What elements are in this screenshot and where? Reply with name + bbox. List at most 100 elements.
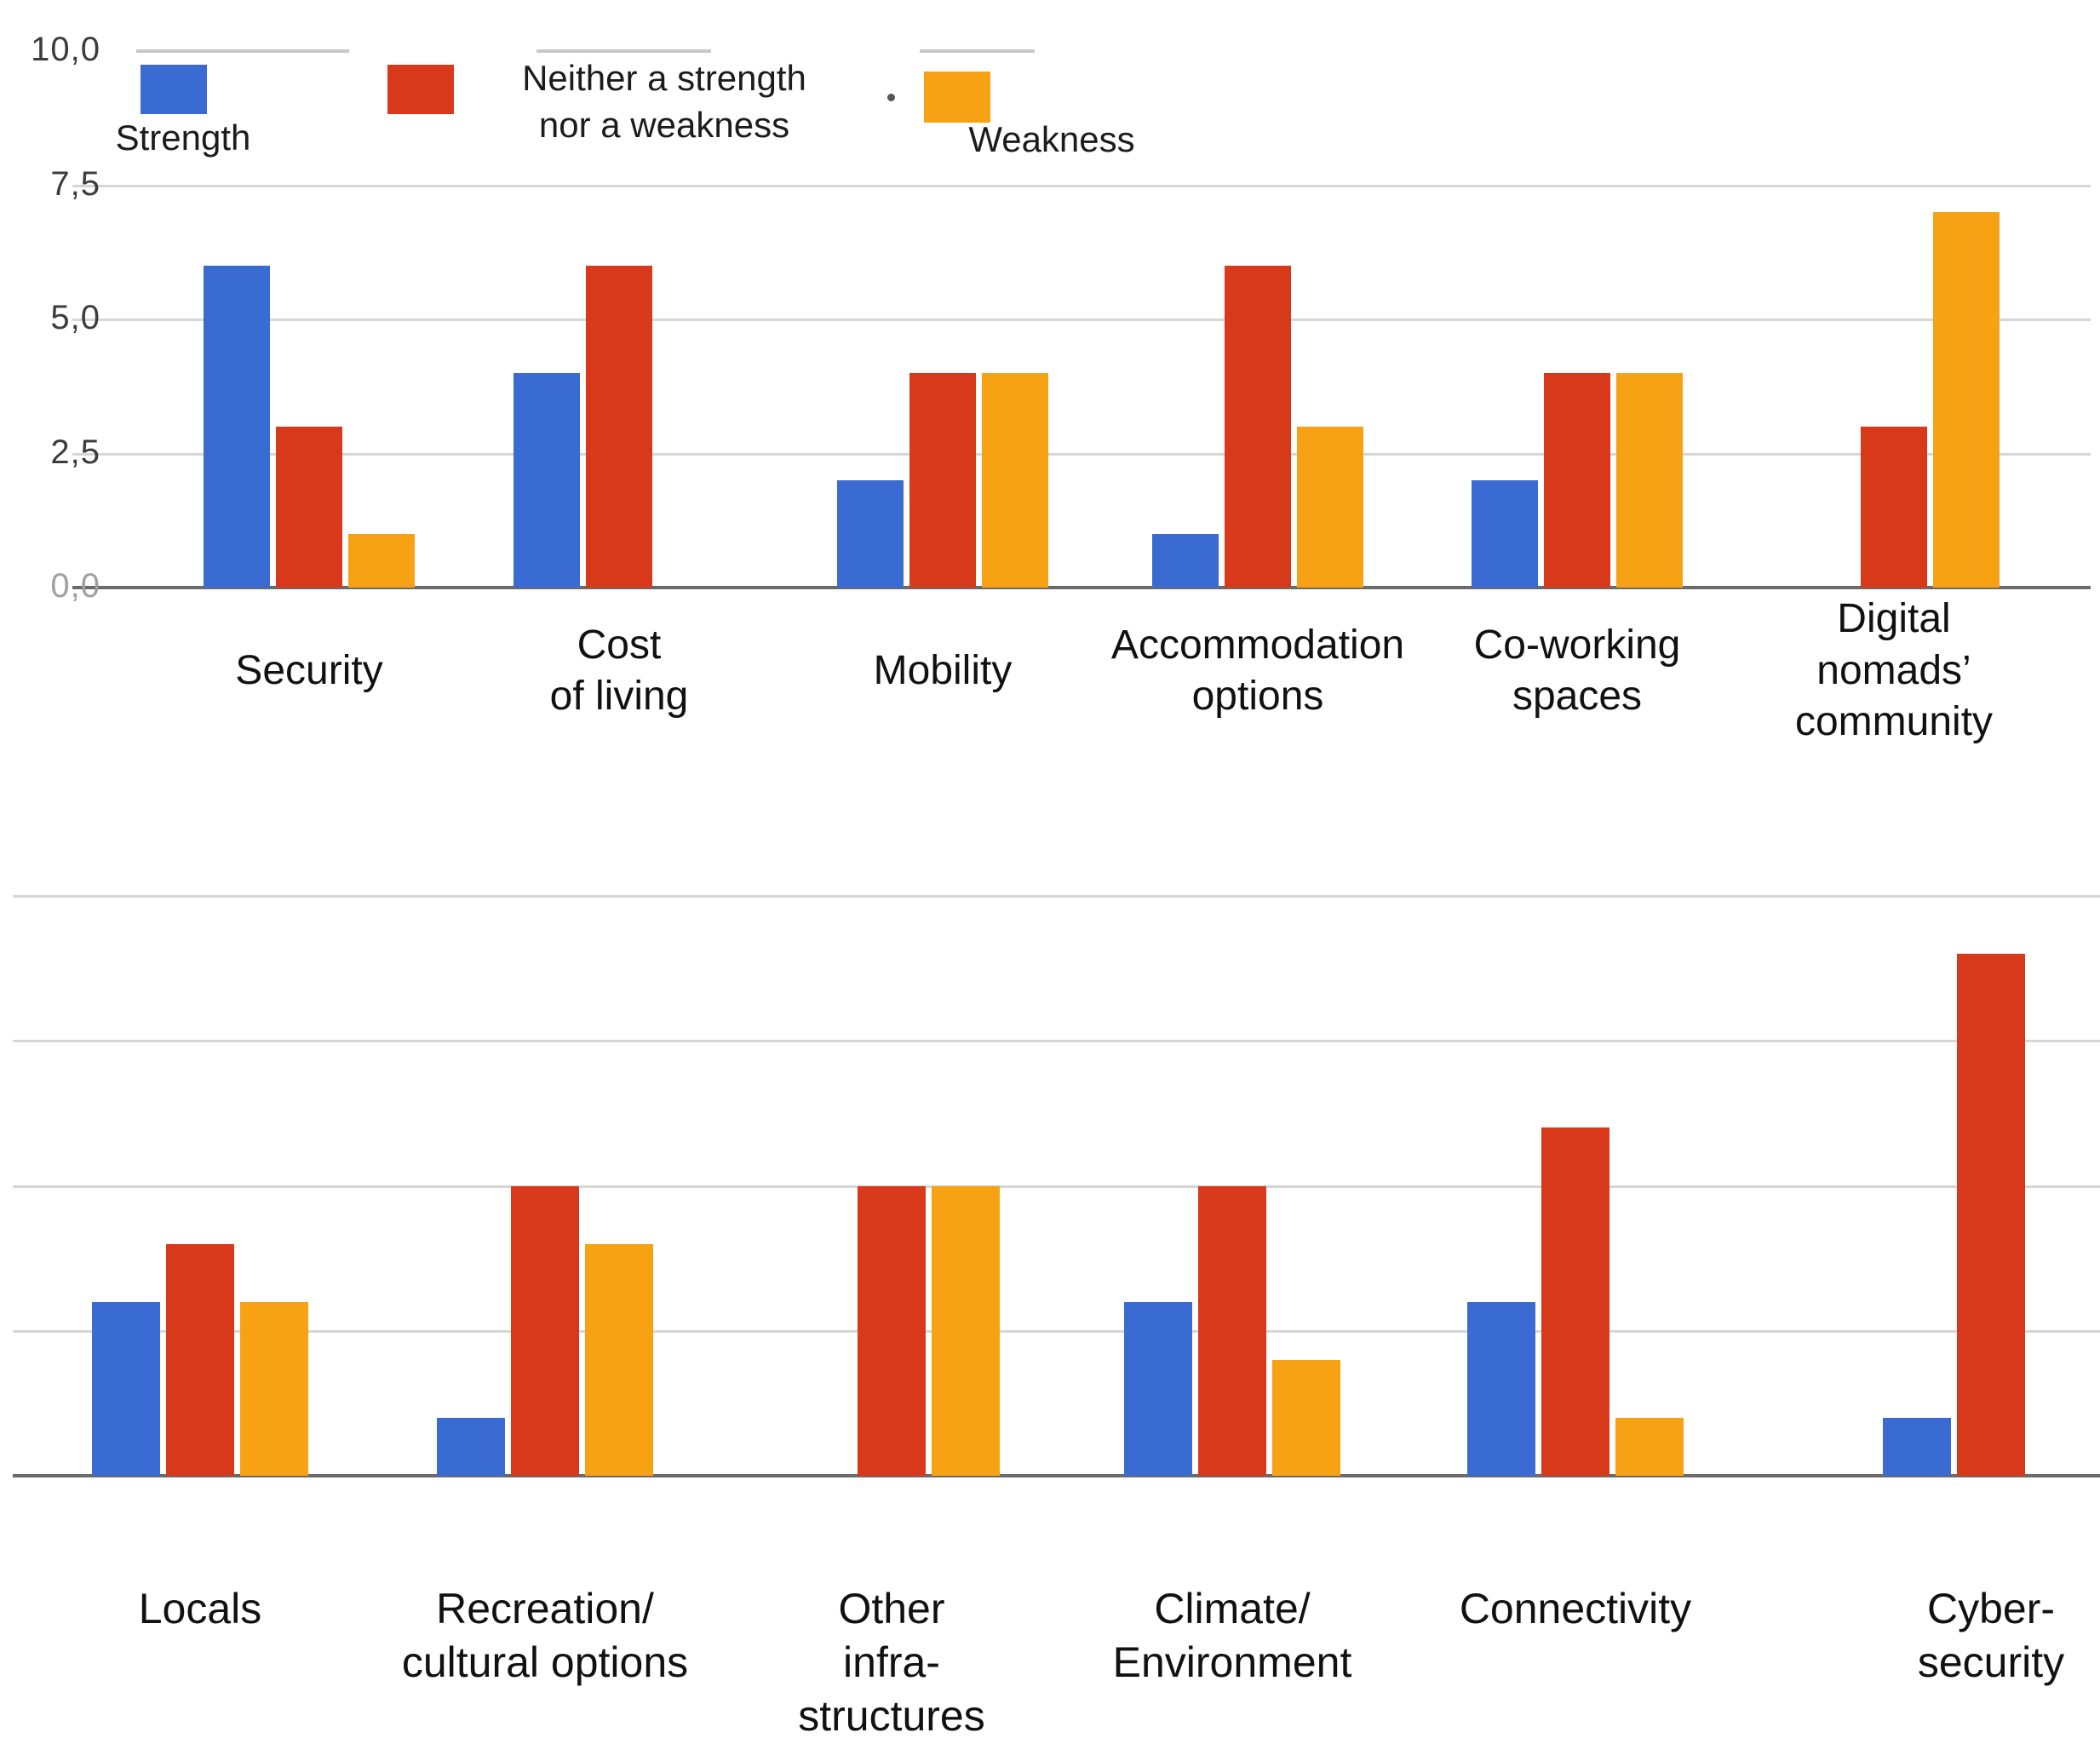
bar-neither [1225,266,1291,588]
category-label: Co-working spaces [1473,622,1681,719]
category-label: Security [235,647,383,693]
category-label: Recreation/ cultural options [401,1585,689,1686]
bar-slot [1788,51,1855,588]
bar-group [1883,896,2099,1476]
y-tick-label: 7,5 [50,164,100,203]
bar-strength [1467,1301,1535,1476]
bar-group [1472,51,1683,588]
bar-slot [240,896,308,1476]
y-tick-label: 2,5 [50,433,100,471]
bar-neither [586,266,652,588]
bar-weakness [1933,212,2000,588]
category-label: Digital nomads’ community [1794,596,1994,745]
gridline [72,184,2091,187]
bar-weakness [1272,1359,1340,1476]
bar-slot [858,896,926,1476]
bar-slot [1225,51,1291,588]
bar-slot [1861,51,1927,588]
bar-weakness [240,1301,308,1476]
bar-neither [166,1243,234,1476]
category-label: Cost of living [549,622,689,719]
bar-slot [92,896,160,1476]
bar-group [514,51,725,588]
bar-neither [511,1185,579,1476]
bar-slot [204,51,270,588]
gridline-segment [536,49,711,53]
bar-slot [1152,51,1219,588]
gridline-segment [920,49,1035,53]
gridline [13,895,2100,898]
bar-group [92,896,308,1476]
bar-group [1467,896,1684,1476]
bar-group [437,896,653,1476]
bar-slot [348,51,415,588]
bar-group [1152,51,1363,588]
bar-slot [1124,896,1192,1476]
bar-strength [1152,534,1219,588]
bar-slot [1933,51,2000,588]
bar-slot [1272,896,1340,1476]
bar-strength [437,1417,505,1476]
bar-weakness [1615,1417,1684,1476]
bar-weakness [1297,427,1363,588]
bar-neither [1861,427,1927,588]
gridline [13,1185,2100,1188]
bar-slot [1616,51,1683,588]
bar-slot [1467,896,1535,1476]
category-label: Other infra- structures [798,1585,985,1740]
bar-slot [982,51,1048,588]
bar-slot [1297,51,1363,588]
bar-slot [166,896,234,1476]
bar-slot [585,896,653,1476]
category-label: Cyber- security [1917,1585,2065,1686]
x-axis-baseline [72,586,2091,589]
category-label: Mobility [873,647,1013,693]
bar-slot [1957,896,2025,1476]
bar-strength [92,1301,160,1476]
bar-group [1788,51,2000,588]
bar-slot [514,51,580,588]
category-label: Accommodation options [1110,622,1405,719]
bar-group [204,51,415,588]
bar-slot [586,51,652,588]
bar-group [837,51,1048,588]
legend-label-strength: Strength [115,118,251,158]
bar-slot [511,896,579,1476]
dot-artifact [887,94,895,101]
bar-slot [932,896,1000,1476]
x-axis-baseline [13,1474,2100,1477]
bar-group [1124,896,1340,1476]
bar-neither [276,427,342,588]
bar-slot [1541,896,1609,1476]
bar-neither [1544,373,1610,588]
bar-weakness [982,373,1048,588]
legend-label-weakness: Weakness [968,119,1135,159]
bar-neither [1957,954,2025,1476]
bar-strength [1883,1417,1951,1476]
y-tick-label: 10,0 [31,31,100,68]
gridline [13,1329,2100,1333]
bar-weakness [348,534,415,588]
legend-swatch-strength [141,65,207,114]
bar-weakness [1616,373,1683,588]
gridline [72,318,2091,321]
bar-slot [909,51,976,588]
bar-neither [1541,1127,1609,1476]
bar-slot [837,51,904,588]
bar-weakness [932,1185,1000,1476]
bar-strength [1124,1301,1192,1476]
y-tick-label: 0,0 [50,567,100,605]
category-label: Climate/ Environment [1112,1585,1352,1686]
bar-neither [909,373,976,588]
bar-slot [437,896,505,1476]
bar-strength [514,373,580,588]
bar-slot [276,51,342,588]
bar-strength [1472,480,1538,588]
bar-neither [858,1185,926,1476]
legend-swatch-weakness [924,72,990,123]
bar-slot [1198,896,1266,1476]
category-label: Locals [138,1585,262,1632]
bar-slot [1472,51,1538,588]
legend-label-neither: Neither a strength nor a weakness [522,58,806,146]
